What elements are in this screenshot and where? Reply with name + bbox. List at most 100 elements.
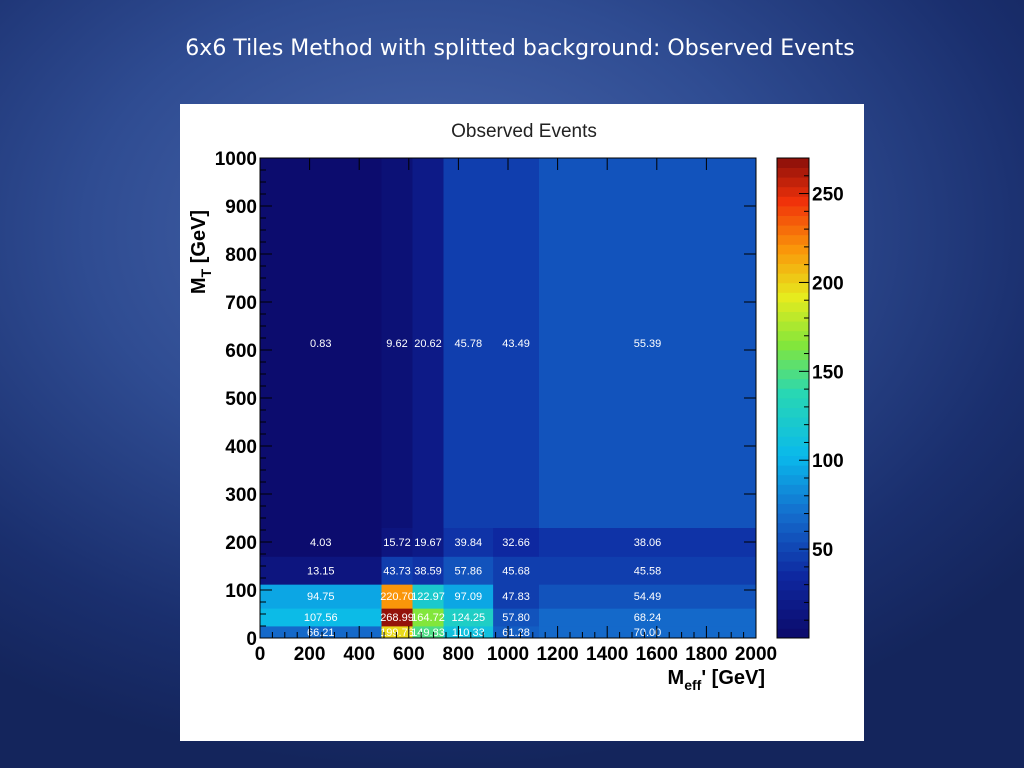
cell-value-label: 9.62 [386,338,407,350]
cell-value-label: 94.75 [307,591,335,603]
cell-value-label: 199.76 [380,627,414,639]
heatmap-cell [260,556,382,585]
colorbar-band [777,340,809,351]
colorbar-band [777,234,809,245]
z-tick-label: 250 [812,185,844,206]
colorbar-band [777,436,809,447]
x-tick-label: 200 [294,644,326,665]
y-tick-label: 1000 [215,149,257,170]
y-axis: 0 100 200 300 400 500 600 700 800 900 1000 [215,149,756,650]
y-tick-label: 700 [225,293,257,314]
colorbar-band [777,186,809,197]
colorbar-band [777,398,809,408]
y-tick-label: 900 [225,197,257,218]
colorbar-band [777,599,809,610]
cell-value-label: 20.62 [414,338,442,350]
colorbar-band [777,551,809,562]
colorbar [777,158,809,639]
heatmap-cell [539,584,757,609]
colorbar-band [777,474,809,485]
colorbar-band [777,570,809,581]
cell-value-label: 268.99 [380,612,414,624]
colorbar-band [777,522,809,533]
colorbar-band [777,455,809,466]
colorbar-band [777,254,809,264]
z-tick-label: 100 [812,451,844,472]
colorbar-axis: 50 100 150 200 250 [799,175,844,621]
heatmap-cell [381,556,413,585]
cell-value-label: 19.67 [414,537,442,549]
colorbar-band [777,158,809,168]
cell-value-label: 66.21 [307,627,335,639]
heatmap-cell [381,527,413,557]
colorbar-frame [776,157,810,639]
cell-value-label: 43.49 [502,338,530,350]
colorbar-band [777,407,809,418]
colorbar-band [777,618,809,629]
heatmap-cell [260,158,382,528]
heatmap-cell [539,158,757,528]
cell-value-label: 13.15 [307,565,335,577]
cell-value-label: 55.39 [634,338,662,350]
heatmap-cell [493,584,540,609]
colorbar-band [777,359,809,370]
heatmap-cell [443,158,494,528]
colorbar-band [777,225,809,236]
colorbar-band [777,167,809,178]
cell-value-label: 149.83 [411,627,445,639]
colorbar-band [777,321,809,332]
colorbar-band [777,388,809,399]
heatmap-cell [412,626,444,639]
z-tick-label: 50 [812,540,833,561]
cell-value-label: 32.66 [502,537,530,549]
colorbar-band [777,244,809,255]
colorbar-band [777,513,809,524]
heatmap-cell [381,158,413,528]
colorbar-band [777,311,809,322]
heatmap-cell [260,626,382,639]
y-tick-label: 500 [225,389,257,410]
x-tick-label: 1200 [536,644,578,665]
heatmap-cell [260,608,382,627]
heatmap-cell [260,584,382,609]
colorbar-band [777,494,809,504]
x-tick-label: 1800 [685,644,727,665]
colorbar-band [777,609,809,620]
heatmap-cell [493,158,540,528]
cell-value-label: 107.56 [304,612,338,624]
colorbar-band [777,532,809,543]
chart-title: Observed Events [451,121,597,142]
x-tick-label: 600 [393,644,425,665]
heatmap-cell [412,527,444,557]
colorbar-band [777,628,809,639]
cell-value-label: 122.97 [411,591,445,603]
cell-value-label: 45.68 [502,565,530,577]
colorbar-band [777,417,809,428]
colorbar-band [777,542,809,552]
colorbar-band [777,561,809,572]
slide-title: 6x6 Tiles Method with splitted backgroun… [185,36,855,61]
heatmap-cell [539,527,757,557]
cell-value-label: 45.78 [455,338,483,350]
heatmap-cell [260,527,382,557]
cell-value-label: 0.83 [310,338,331,350]
colorbar-band [777,484,809,495]
colorbar-band [777,465,809,476]
cell-value-label: 47.83 [502,591,530,603]
colorbar-band [777,446,809,456]
heatmap-cell [493,527,540,557]
heatmap-cell [412,608,444,627]
colorbar-band [777,330,809,341]
heatmap-cell [381,608,413,627]
heatmap-cell [443,608,494,627]
x-tick-label: 2000 [735,644,777,665]
colorbar-band [777,503,809,514]
heatmap-cells [260,158,757,639]
cell-value-label: 97.09 [455,591,483,603]
colorbar-band [777,302,809,312]
cell-value-label: 54.49 [634,591,662,603]
cell-value-label: 61.28 [502,627,530,639]
cell-value-label: 38.06 [634,537,662,549]
y-tick-label: 600 [225,341,257,362]
